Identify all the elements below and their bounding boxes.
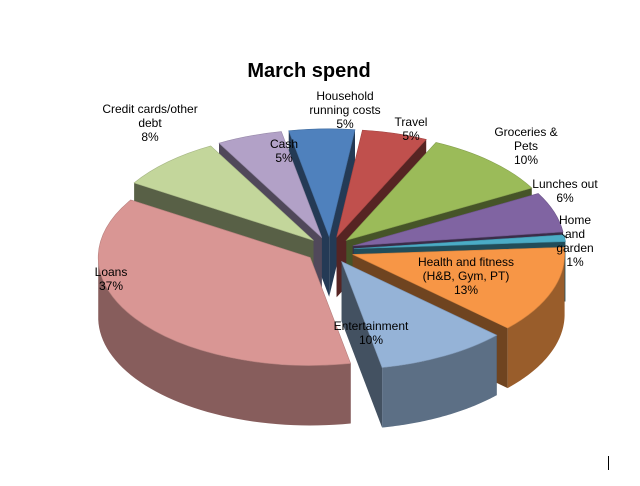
data-label-credit-cards-other-debt: Credit cards/other debt 8% xyxy=(102,102,197,144)
data-label-groceries-pets: Groceries & Pets 10% xyxy=(494,125,557,167)
data-label-cash: Cash 5% xyxy=(270,137,298,165)
data-label-travel: Travel 5% xyxy=(395,115,428,143)
data-label-lunches-out: Lunches out 6% xyxy=(532,177,598,205)
pie-slice-entertainment xyxy=(341,260,498,428)
data-label-home-and-garden: Home and garden 1% xyxy=(556,213,593,269)
data-label-entertainment: Entertainment 10% xyxy=(334,319,409,347)
pie-slice-side xyxy=(507,253,565,389)
leader-line-home-and-garden xyxy=(561,233,568,239)
pie-slice-wall xyxy=(329,129,355,297)
pie-slice-top xyxy=(288,128,356,238)
pie-slice-top xyxy=(341,260,498,368)
pie-slice-side xyxy=(98,255,351,426)
pie-slice-top xyxy=(218,131,323,238)
pie-slice-top xyxy=(352,246,565,329)
pie-slice-top xyxy=(97,199,352,366)
data-label-household-running-costs: Household running costs 5% xyxy=(309,89,380,131)
pie-slice-top xyxy=(352,193,564,247)
pie-slice-side xyxy=(382,335,497,428)
pie-slice-top xyxy=(336,129,427,238)
pie-slice-top xyxy=(345,142,533,241)
text-cursor xyxy=(608,456,609,470)
chart-title: March spend xyxy=(247,60,370,82)
pie-slice-top xyxy=(353,234,566,250)
data-label-health-and-fitness-h-b-gym-pt: Health and fitness (H&B, Gym, PT) 13% xyxy=(418,255,514,297)
pie-slice-top xyxy=(133,145,314,241)
pie-slice-loans xyxy=(97,199,352,426)
data-label-loans: Loans 37% xyxy=(95,265,128,293)
pie-slice-wall xyxy=(341,261,383,428)
